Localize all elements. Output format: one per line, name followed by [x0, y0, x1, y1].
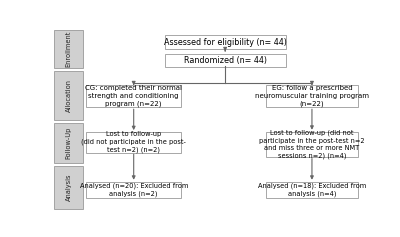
FancyBboxPatch shape: [165, 35, 286, 49]
Text: Analysed (n=20): Excluded from
analysis (n=2): Analysed (n=20): Excluded from analysis …: [80, 183, 188, 197]
FancyBboxPatch shape: [86, 132, 181, 153]
Text: Follow-Up: Follow-Up: [66, 127, 72, 159]
Text: Allocation: Allocation: [66, 79, 72, 112]
FancyBboxPatch shape: [86, 182, 181, 198]
Text: Lost to follow-up (did not
participate in the post-test n=2
and miss three or mo: Lost to follow-up (did not participate i…: [259, 130, 365, 159]
Text: Randomized (n= 44): Randomized (n= 44): [184, 56, 267, 65]
FancyBboxPatch shape: [54, 71, 83, 120]
Text: Analysis: Analysis: [66, 174, 72, 201]
FancyBboxPatch shape: [165, 54, 286, 67]
Text: CG: completed their normal
strength and conditioning
program (n=22): CG: completed their normal strength and …: [85, 85, 182, 107]
FancyBboxPatch shape: [54, 123, 83, 163]
Text: Analysed (n=18): Excluded from
analysis (n=4): Analysed (n=18): Excluded from analysis …: [258, 183, 366, 197]
FancyBboxPatch shape: [266, 132, 358, 157]
FancyBboxPatch shape: [266, 85, 358, 107]
FancyBboxPatch shape: [54, 166, 83, 209]
FancyBboxPatch shape: [266, 182, 358, 198]
Text: Assessed for eligibility (n= 44): Assessed for eligibility (n= 44): [164, 38, 286, 47]
FancyBboxPatch shape: [54, 30, 83, 68]
Text: Enrollment: Enrollment: [66, 31, 72, 67]
FancyBboxPatch shape: [86, 85, 181, 107]
Text: Lost to follow-up
(did not participate in the post-
test n=2) (n=2): Lost to follow-up (did not participate i…: [81, 132, 186, 154]
Text: EG: follow a prescribed
neuromuscular training program
(n=22): EG: follow a prescribed neuromuscular tr…: [255, 85, 369, 107]
